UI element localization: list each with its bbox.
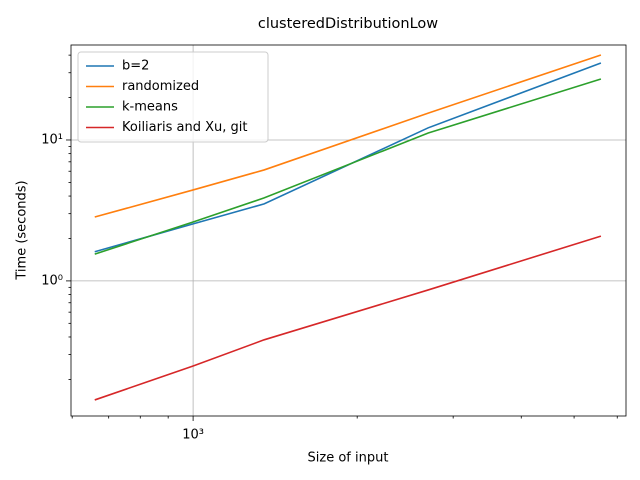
y-axis-label: Time (seconds) <box>15 180 30 280</box>
x-axis-label: Size of input <box>308 451 389 466</box>
legend-label: Koiliaris and Xu, git <box>122 120 247 135</box>
legend-label: k-means <box>122 100 178 115</box>
data-line <box>94 78 602 255</box>
legend-label: randomized <box>122 79 199 94</box>
y-tick-label: 10¹ <box>41 132 63 147</box>
data-line <box>94 54 602 218</box>
y-tick-label: 10⁰ <box>41 273 63 288</box>
chart-title: clusteredDistributionLow <box>258 16 438 32</box>
legend-box <box>77 51 269 143</box>
legend-label: b=2 <box>122 59 149 74</box>
x-tick-label: 10³ <box>182 428 204 443</box>
legend: b=2 randomized k-means Koiliaris and Xu, gi… <box>77 51 269 143</box>
plot-frame <box>70 44 627 417</box>
data-line <box>94 235 602 401</box>
